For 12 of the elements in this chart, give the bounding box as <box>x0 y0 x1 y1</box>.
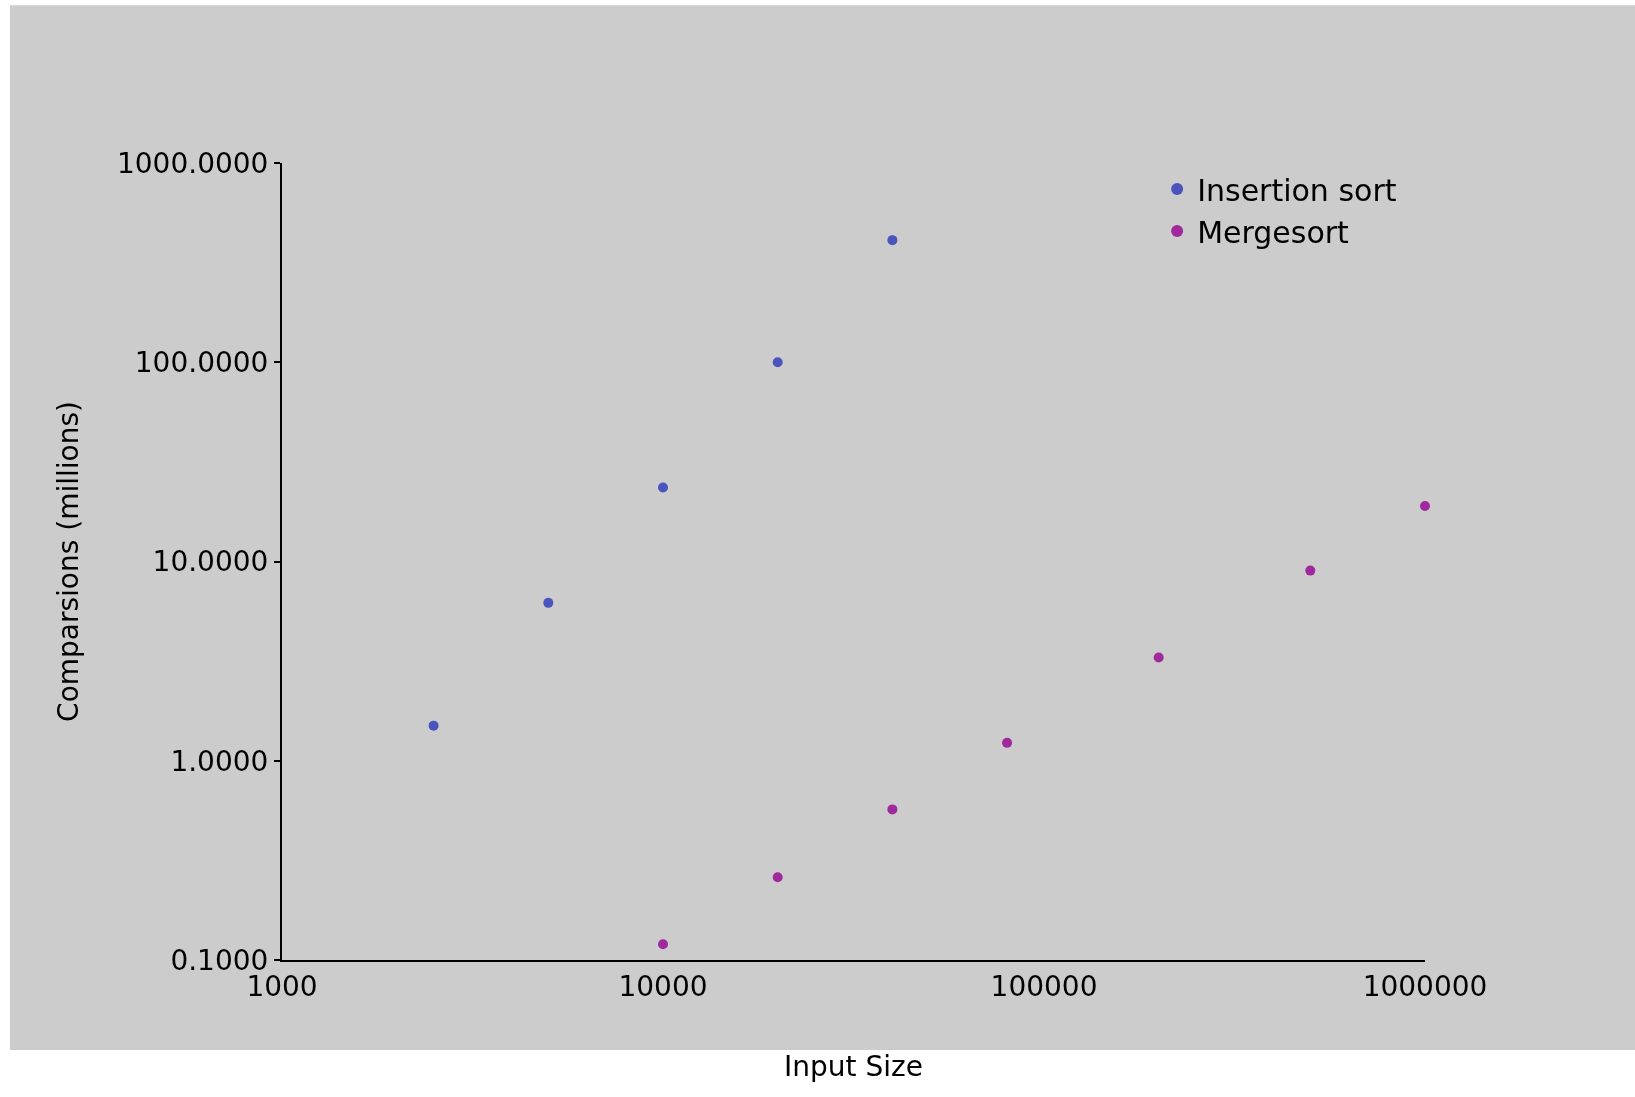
y-tick-label: 10.0000 <box>152 545 269 579</box>
y-tick-label: 100.0000 <box>134 346 269 380</box>
x-tick-label: 10000 <box>618 969 708 1003</box>
legend-label: Insertion sort <box>1197 172 1397 208</box>
legend-label: Mergesort <box>1197 214 1350 250</box>
y-tick-label: 1000.0000 <box>116 146 269 180</box>
x-tick-label: 1000000 <box>1362 969 1488 1003</box>
y-tick-label: 1.0000 <box>170 744 269 778</box>
x-tick-label: 1000 <box>246 969 318 1003</box>
x-tick-label: 100000 <box>990 969 1098 1003</box>
y-axis-title: Comparsions (millions) <box>52 401 86 722</box>
x-axis-title: Input Size <box>784 1050 923 1084</box>
